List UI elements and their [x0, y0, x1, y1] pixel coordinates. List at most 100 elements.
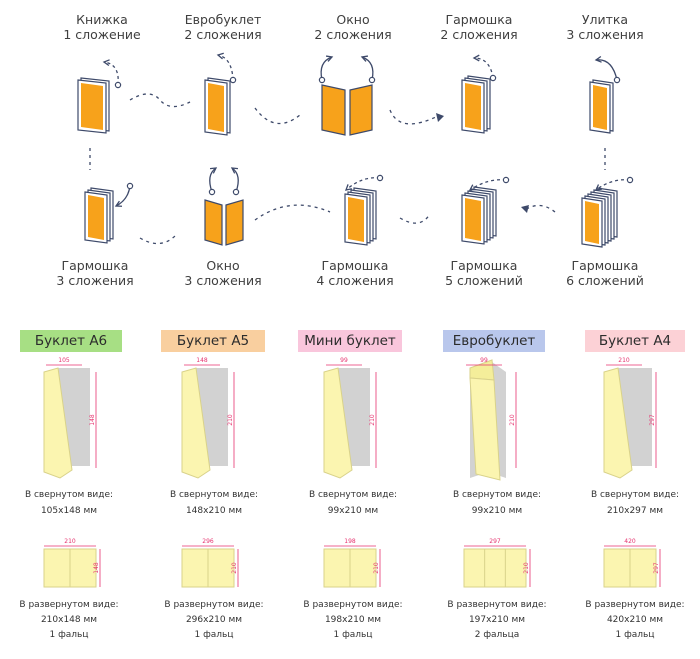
folded-size-text: В свернутом виде: 105х148 мм — [0, 489, 144, 517]
dimension-label: 296 — [202, 538, 214, 545]
arrow-head — [114, 200, 123, 207]
flat-size-text: В развернутом виде: 198х210 мм 1 фальц — [278, 599, 428, 641]
sheet-face — [585, 201, 599, 244]
fold-count: 4 сложения — [316, 273, 394, 288]
booklet-badge: Мини буклет — [298, 330, 402, 352]
fold-arrow — [114, 182, 134, 207]
folded-size: 210х297 мм — [606, 506, 664, 516]
folded-label: В свернутом виде: — [308, 490, 398, 500]
flat-label: В развернутом виде: — [303, 600, 403, 610]
sheet-face — [465, 198, 481, 241]
dashed-connector — [139, 235, 176, 245]
folded-label: В свернутом виде: — [169, 490, 259, 500]
dashed-connector — [129, 93, 191, 108]
folded-panel — [181, 367, 211, 479]
booklet-format: 99 210 198 210 — [323, 357, 381, 588]
fold-count-label: 1 фальц — [194, 630, 234, 640]
arrow-head — [325, 55, 334, 62]
folded-sheet-stack — [461, 186, 497, 245]
arrow-handle — [229, 76, 237, 84]
arrow-path — [231, 167, 239, 193]
fold-count: 2 сложения — [440, 27, 518, 42]
arrow-head — [594, 184, 603, 191]
folded-panel — [43, 367, 73, 479]
folded-panel — [603, 367, 633, 479]
dimension-label: 148 — [93, 562, 100, 574]
sheet-face — [465, 83, 481, 130]
folded-size: 148х210 мм — [185, 506, 243, 516]
arrow-head — [468, 184, 477, 191]
booklet-format: 148 210 296 210 — [181, 357, 239, 588]
flat-size: 296х210 мм — [185, 615, 243, 625]
folded-sheet-stack — [589, 79, 614, 134]
fold-count-label: 1 фальц — [333, 630, 373, 640]
connector-arrowhead — [436, 113, 444, 122]
arrow-handle — [502, 176, 510, 184]
arrow-handle — [126, 182, 134, 190]
fold-arrow — [344, 174, 384, 191]
arrow-head — [102, 59, 110, 67]
fold-title: Книжка — [76, 12, 128, 27]
dimension-label: 210 — [64, 538, 76, 545]
flat-label: В развернутом виде: — [447, 600, 547, 610]
fold-arrow — [318, 55, 334, 84]
folded-sheet-stack — [84, 187, 114, 244]
flat-label: В развернутом виде: — [164, 600, 264, 610]
folded-size-text: В свернутом виде: 210х297 мм — [560, 489, 700, 517]
fold-caption: Окно 3 сложения — [163, 258, 283, 288]
fold-arrow — [208, 167, 218, 196]
flat-label: В развернутом виде: — [19, 600, 119, 610]
arrow-path — [209, 167, 217, 193]
flat-label: В развернутом виде: — [585, 600, 685, 610]
fold-caption: Гармошка 2 сложения — [419, 12, 539, 42]
flat-sheet — [463, 548, 527, 588]
folded-size: 99х210 мм — [471, 506, 523, 516]
folded-sheet-stack — [581, 187, 618, 248]
fold-title: Гармошка — [450, 258, 518, 273]
dashed-connector — [524, 204, 556, 213]
booklet-format: 210 297 420 297 — [603, 357, 661, 588]
arrow-path — [345, 177, 381, 191]
dimension-label: 99 — [480, 357, 488, 364]
arrow-handle — [368, 76, 376, 84]
fold-caption: Евробуклет 2 сложения — [163, 12, 283, 42]
arrow-head — [472, 54, 480, 62]
fold-count: 2 сложения — [184, 27, 262, 42]
dimension-label: 148 — [196, 357, 208, 364]
fold-caption: Улитка 3 сложения — [545, 12, 665, 42]
dimension-label: 198 — [344, 538, 356, 545]
fold-count: 3 сложения — [184, 273, 262, 288]
arrow-path — [361, 56, 374, 81]
dimension-label: 148 — [89, 414, 96, 426]
fold-arrow — [360, 55, 376, 84]
fold-arrow — [594, 55, 621, 84]
folded-sheet-stack — [344, 187, 377, 246]
folded-label: В свернутом виде: — [590, 490, 680, 500]
window-right-panel — [225, 199, 244, 246]
dimension-label: 210 — [231, 562, 238, 574]
fold-title: Гармошка — [321, 258, 389, 273]
booklet-badge: Буклет А6 — [20, 330, 122, 352]
flat-size: 198х210 мм — [324, 615, 382, 625]
fold-title: Евробуклет — [184, 12, 262, 27]
dimension-label: 297 — [653, 562, 660, 574]
fold-count: 6 сложений — [566, 273, 644, 288]
folded-size-text: В свернутом виде: 148х210 мм — [139, 489, 289, 517]
arrow-path — [595, 59, 618, 81]
booklet-format: 105 148 210 148 — [43, 357, 101, 588]
arrow-handle — [232, 188, 240, 196]
window-left-panel — [204, 199, 223, 246]
fold-count: 5 сложений — [445, 273, 523, 288]
sheet-face — [208, 83, 224, 132]
arrow-head — [344, 184, 352, 191]
window-right-panel — [349, 84, 373, 136]
dimension-label: 99 — [340, 357, 348, 364]
fold-title: Гармошка — [571, 258, 639, 273]
sheet-face — [348, 197, 364, 242]
folded-size: 105х148 мм — [40, 506, 98, 516]
arrow-head — [594, 55, 602, 63]
folded-size: 99х210 мм — [327, 506, 379, 516]
booklet-badge: Евробуклет — [443, 330, 545, 352]
arrow-path — [320, 56, 333, 81]
fold-caption: Гармошка 4 сложения — [295, 258, 415, 288]
